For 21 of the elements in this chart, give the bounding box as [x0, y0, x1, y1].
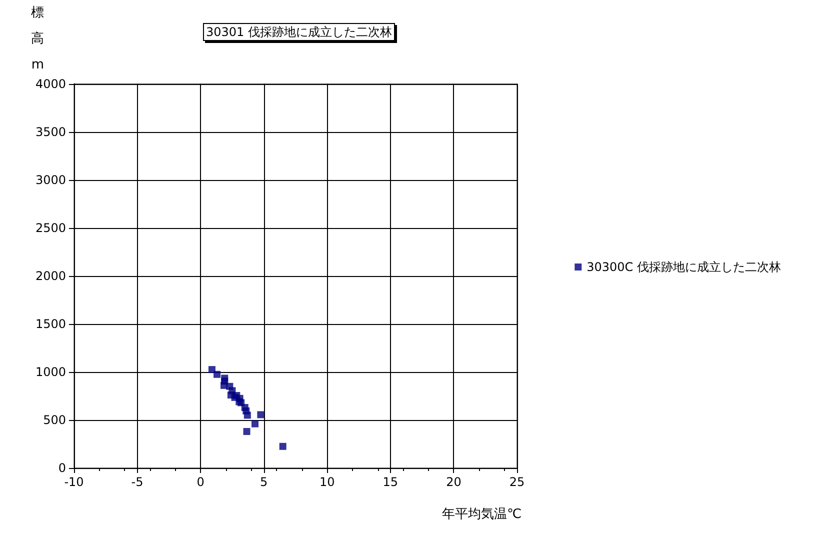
y-tick-label: 2500: [35, 220, 66, 235]
chart-title: 30301 伐採跡地に成立した二次林: [206, 25, 392, 39]
y-tick-label: 4000: [35, 76, 66, 91]
x-tick-label: 0: [196, 475, 204, 489]
x-tick-label: -5: [131, 475, 144, 489]
x-tick-label: 15: [382, 475, 398, 489]
x-tick-label: 5: [260, 475, 268, 489]
y-tick-label: 3000: [35, 172, 66, 187]
y-axis-title: 標高m: [31, 6, 44, 72]
y-tick-label: 500: [43, 412, 66, 427]
x-tick-label: -10: [64, 475, 84, 489]
y-tick-label: 1000: [35, 364, 66, 379]
x-tick-label: 20: [446, 475, 462, 489]
x-axis-title: 年平均気温℃: [442, 507, 522, 522]
y-tick-label: 2000: [35, 268, 66, 283]
y-tick-label: 1500: [35, 316, 66, 331]
x-tick-label: 25: [509, 475, 525, 489]
x-tick-label: 10: [320, 475, 335, 489]
legend-label: 30300C 伐採跡地に成立した二次林: [586, 260, 782, 274]
y-tick-label: 0: [58, 461, 66, 475]
y-tick-label: 3500: [35, 124, 66, 139]
